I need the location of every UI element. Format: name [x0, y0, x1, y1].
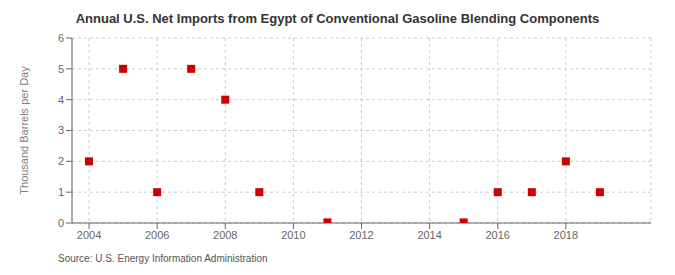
svg-text:2006: 2006	[145, 229, 169, 241]
svg-text:2014: 2014	[417, 229, 441, 241]
svg-text:2004: 2004	[77, 229, 101, 241]
svg-text:2012: 2012	[349, 229, 373, 241]
svg-text:1: 1	[58, 186, 64, 198]
html-text:Annual U.S. Net Imports from E: Annual U.S. Net Imports from Egypt of Co…	[75, 11, 600, 26]
svg-text:2010: 2010	[281, 229, 305, 241]
svg-text:3: 3	[58, 124, 64, 136]
svg-text:2008: 2008	[213, 229, 237, 241]
svg-text:6: 6	[58, 32, 64, 44]
svg-text:Thousand Barrels per Day: Thousand Barrels per Day	[18, 66, 30, 195]
svg-text:0: 0	[58, 217, 64, 229]
svg-text:4: 4	[58, 94, 64, 106]
svg-text:2018: 2018	[554, 229, 578, 241]
svg-text:2016: 2016	[485, 229, 509, 241]
html-text:Source: U.S. Energy Informatio: Source: U.S. Energy Information Administ…	[58, 253, 268, 264]
svg-text:5: 5	[58, 63, 64, 75]
svg-text:2: 2	[58, 155, 64, 167]
